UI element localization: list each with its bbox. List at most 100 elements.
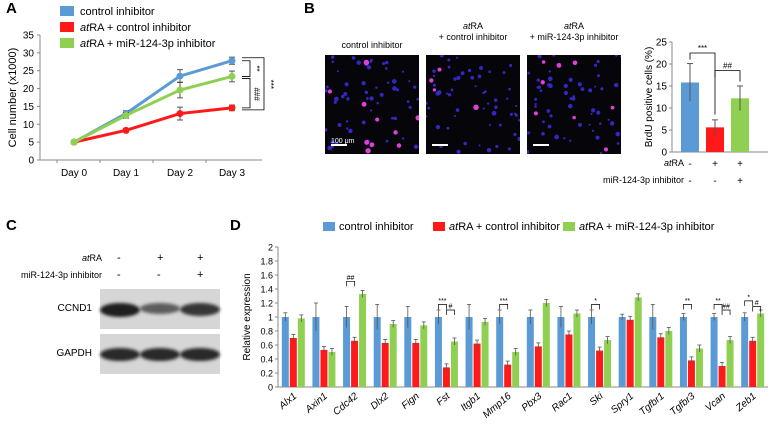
protein-band (100, 348, 140, 362)
nucleus (432, 69, 436, 73)
band-label: CCND1 (57, 303, 92, 314)
sig-bracket (752, 306, 762, 312)
nucleus (600, 87, 604, 91)
panel-label-d: D (230, 217, 241, 234)
bar (726, 340, 734, 387)
nucleus (616, 142, 620, 145)
bar (634, 297, 642, 387)
sig-bracket (683, 304, 692, 310)
sig-label: * (594, 298, 597, 305)
nucleus (554, 134, 559, 140)
y-tick-label: 20 (656, 60, 668, 71)
bar (718, 366, 726, 387)
nucleus (537, 55, 542, 59)
x-tick-label: Axin1 (303, 391, 330, 416)
x-tick-label: Fst (435, 390, 454, 408)
nucleus (568, 103, 573, 109)
panel-label-c: C (6, 217, 17, 234)
nucleus (331, 60, 335, 64)
nucleus (527, 131, 531, 135)
nuclei-layer (426, 55, 520, 154)
bar (404, 317, 412, 387)
nucleus (376, 101, 379, 105)
x-tick-label: Day 0 (61, 168, 88, 179)
bar (434, 317, 442, 387)
nucleus (456, 75, 461, 80)
sig-bracket (346, 280, 355, 287)
bar (473, 343, 481, 387)
nucleus (482, 107, 485, 110)
x-tick-label: Cdc42 (331, 391, 361, 418)
bar (297, 318, 305, 387)
nucleus (549, 114, 553, 118)
nucleus (482, 91, 485, 95)
data-point (176, 72, 184, 80)
protein-band (140, 303, 180, 314)
atra-sign: + (737, 159, 743, 170)
nucleus (534, 97, 538, 101)
nucleus (599, 122, 602, 125)
bar (343, 317, 351, 387)
nucleus (413, 144, 419, 149)
brdu-nucleus (369, 142, 375, 148)
nucleus (463, 141, 468, 146)
y-tick-label: 35 (23, 31, 35, 42)
x-tick-label: Zeb1 (733, 391, 758, 415)
nucleus (427, 106, 431, 110)
bar (381, 342, 389, 387)
nucleus (563, 137, 566, 140)
mir-row-label: miR-124-3p inhibitor (602, 175, 684, 185)
brdu-nucleus (540, 80, 545, 85)
brdu-nucleus (610, 105, 615, 110)
nucleus (615, 131, 621, 137)
y-tick-label: 0.8 (260, 327, 273, 337)
nucleus (435, 124, 441, 130)
sig-label: *** (698, 44, 707, 53)
bar (412, 342, 420, 387)
nucleus (348, 128, 353, 134)
bar (526, 317, 534, 387)
sig-bracket (714, 70, 741, 82)
nucleus (494, 105, 498, 109)
nucleus (591, 108, 596, 113)
nucleus (527, 149, 530, 154)
nucleus (346, 97, 350, 101)
nucleus (596, 74, 600, 78)
protein-band (140, 348, 180, 362)
y-tick-label: 20 (23, 84, 35, 95)
nuclei-layer (325, 55, 419, 154)
bar (312, 317, 320, 387)
nucleus (446, 126, 450, 130)
brdu-nucleus (327, 89, 333, 94)
nucleus (455, 56, 459, 59)
nucleus (486, 147, 492, 153)
nucleus (619, 55, 621, 58)
legend-label: atRA + miR-124-3p inhibitor (579, 221, 715, 233)
nucleus (454, 114, 457, 118)
bar (665, 331, 673, 387)
x-tick-label: Tgfbr1 (638, 391, 667, 418)
atra-sign: + (157, 252, 164, 264)
bar (328, 352, 336, 387)
legend-swatch (433, 222, 445, 231)
bar (573, 313, 581, 387)
bar (731, 98, 749, 152)
x-tick-label: Itgb1 (459, 391, 483, 414)
sig-bracket (744, 300, 754, 306)
legend-swatch (60, 6, 74, 16)
nucleus (515, 104, 518, 107)
nucleus (426, 101, 428, 105)
protein-band (180, 348, 220, 362)
y-axis-label: Relative expression (242, 273, 253, 360)
y-tick-label: 0.4 (260, 355, 273, 365)
bar (442, 367, 450, 387)
legend-swatch (323, 222, 335, 231)
nucleus (498, 123, 502, 127)
bar (359, 293, 367, 387)
nucleus (486, 102, 490, 105)
legend-label: control inhibitor (80, 6, 155, 18)
nucleus (437, 90, 442, 95)
y-tick-label: 0 (661, 148, 667, 159)
x-tick-label: Tgfbr3 (668, 391, 698, 418)
nucleus (588, 123, 591, 126)
